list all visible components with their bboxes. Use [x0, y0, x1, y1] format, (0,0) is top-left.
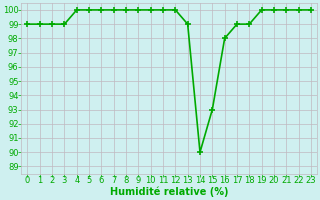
X-axis label: Humidité relative (%): Humidité relative (%)	[110, 187, 228, 197]
